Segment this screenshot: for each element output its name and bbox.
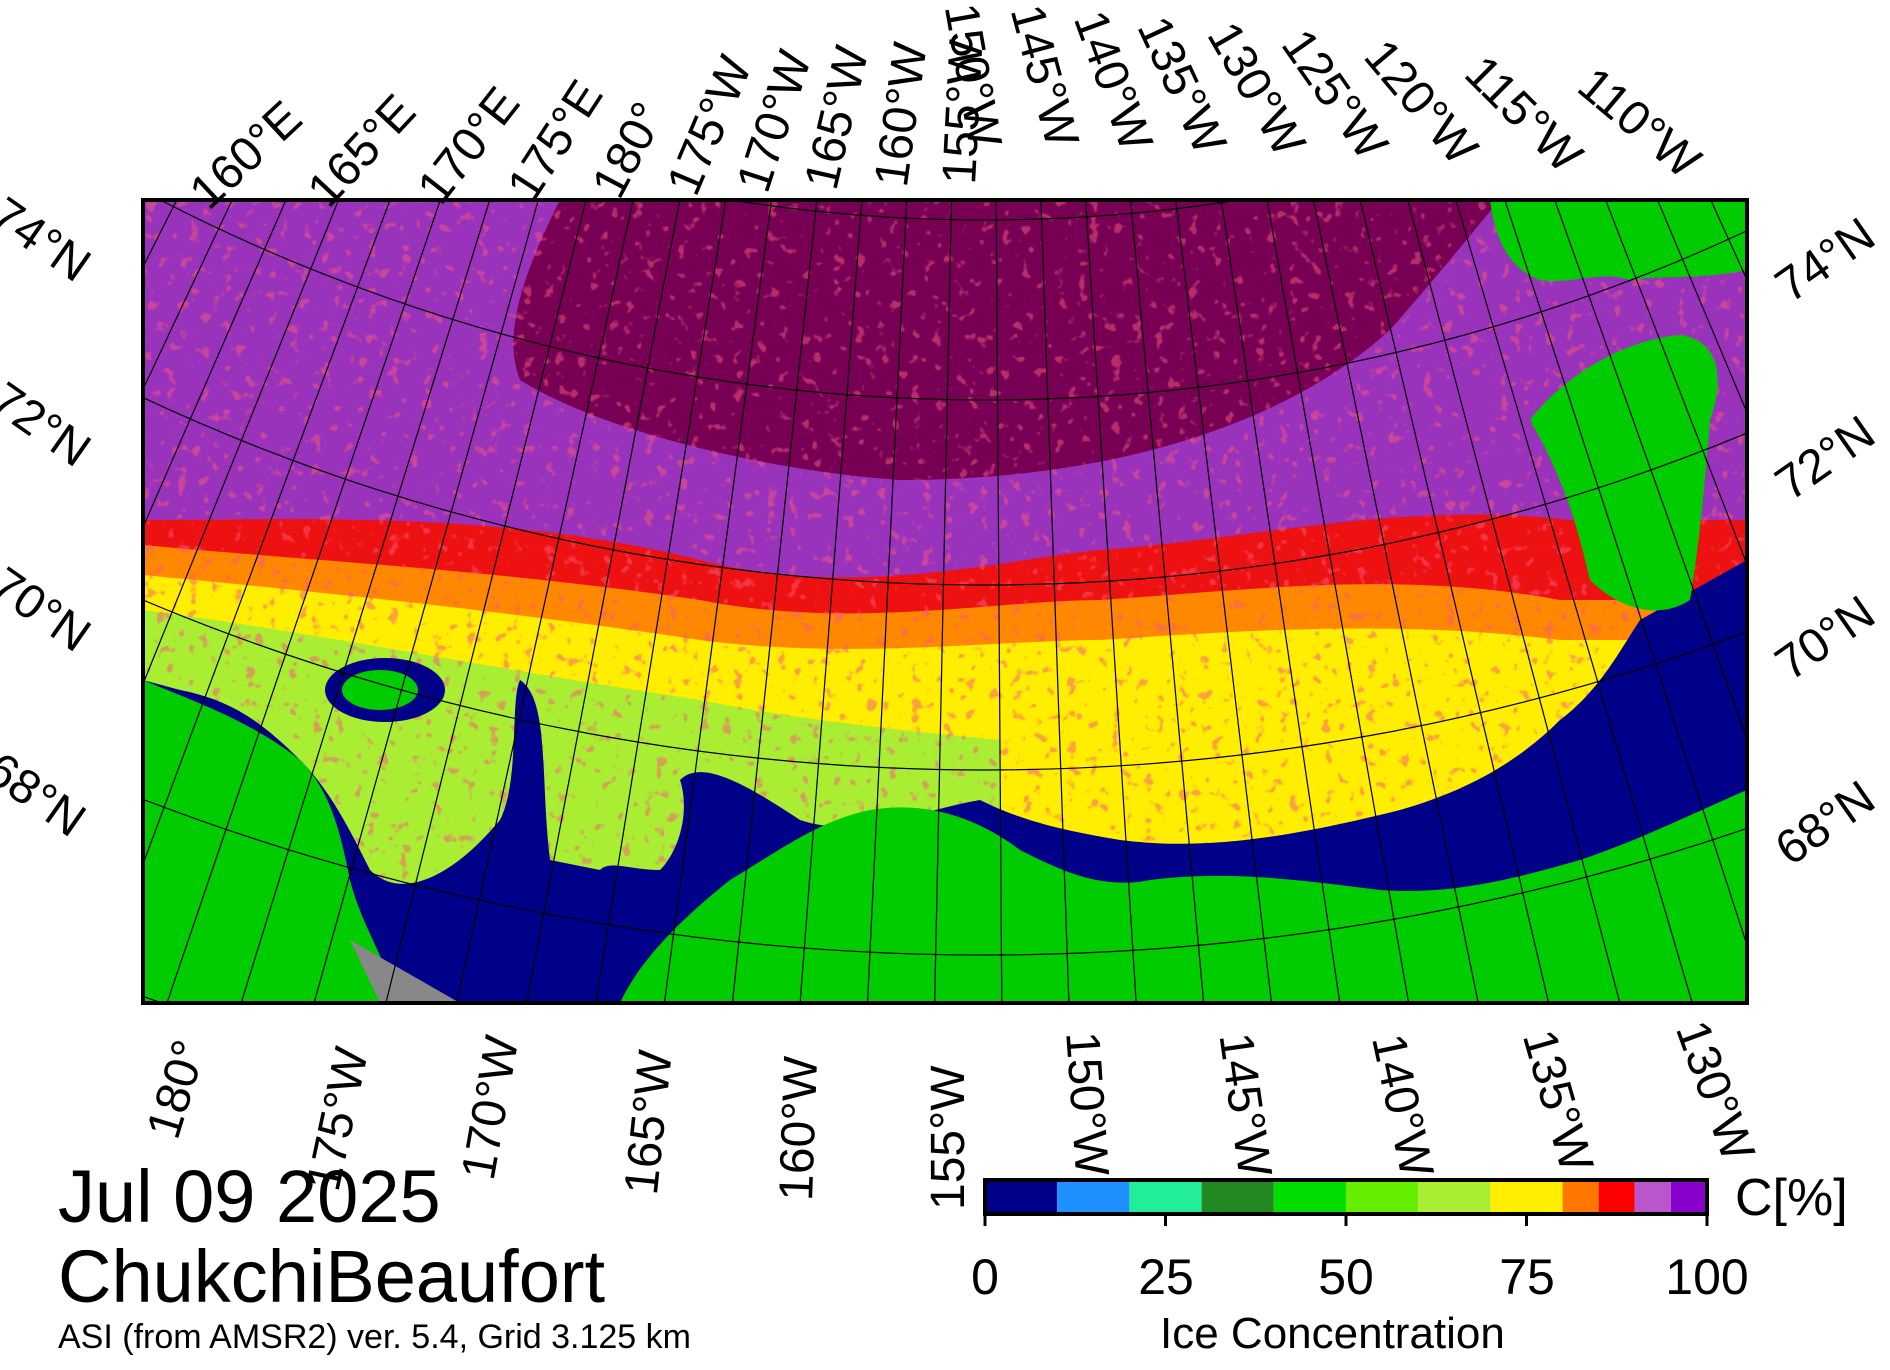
colorbar-swatch [1346,1180,1419,1214]
colorbar-tick-label: 100 [1665,1249,1749,1305]
map-region-title: ChukchiBeaufort [58,1235,606,1318]
meridian-line [1504,200,1747,948]
meridian-line [995,200,1003,1003]
meridian-line [731,200,818,1003]
colorbar-swatch [1670,1180,1707,1214]
bottom-lon-label: 155°W [922,1065,975,1210]
meridian-line [1266,200,1410,1003]
meridian-line [240,200,491,1003]
parallel-line [729,200,1241,221]
colorbar-unit: C[%] [1735,1169,1848,1227]
colorbar-tick-label: 25 [1138,1249,1194,1305]
colorbar-swatch [1634,1180,1671,1214]
meridian-line [385,200,587,1003]
colorbar-swatch [1562,1180,1599,1214]
map-frame [141,198,1749,1005]
missing-data [350,940,460,1003]
colorbar-title: Ice Concentration [1160,1309,1505,1358]
meridian-line [934,200,953,1003]
colorbar-tick-label: 75 [1499,1249,1555,1305]
parallel-line [159,200,1747,401]
colorbar-swatch [1057,1180,1130,1214]
colorbar-swatch [1598,1180,1635,1214]
colorbar [983,1178,1709,1226]
colorbar-swatch [1129,1180,1202,1214]
meridian-line [799,200,863,1003]
meridian-line [1407,200,1621,1003]
parallel-line [143,396,1747,586]
meridian-line [1455,200,1693,1003]
colorbar-swatch [1201,1180,1274,1214]
land-chukotka [143,680,400,1003]
meridian-line [1604,200,1747,567]
bottom-lon-label: 150°W [1055,1029,1119,1178]
meridian-line [143,200,340,686]
colorbar-swatch [1273,1180,1346,1214]
meridian-line [456,200,634,1003]
colorbar-swatch [985,1180,1058,1214]
land-victoria-island [1490,200,1747,282]
land-alaska [620,790,1747,1003]
colorbar-swatch [1490,1180,1563,1214]
meridian-line [525,200,681,1003]
meridian-line [595,200,727,1003]
land-banks-island [1530,335,1718,611]
meridian-line [143,200,391,866]
meridian-line [1040,200,1070,1003]
meridian-line [166,200,441,1003]
meridian-line [1130,200,1205,1003]
meridian-line [313,200,539,1003]
map-date: Jul 09 2025 [58,1155,441,1238]
meridian-line [1085,200,1137,1003]
meridian-line [1220,200,1341,1003]
meridian-line [1312,200,1479,1003]
source-note: ASI (from AMSR2) ver. 5.4, Grid 3.125 km [58,1318,691,1356]
meridian-line [866,200,908,1003]
meridian-line [1858,0,1890,795]
colorbar-tick-label: 50 [1318,1249,1374,1305]
meridian-line [1359,200,1550,1003]
bottom-lon-label: 160°W [770,1055,829,1202]
meridian-line [663,200,773,1003]
colorbar-swatch [1418,1180,1491,1214]
colorbar-tick-label: 0 [971,1249,999,1305]
meridian-line [1175,200,1273,1003]
